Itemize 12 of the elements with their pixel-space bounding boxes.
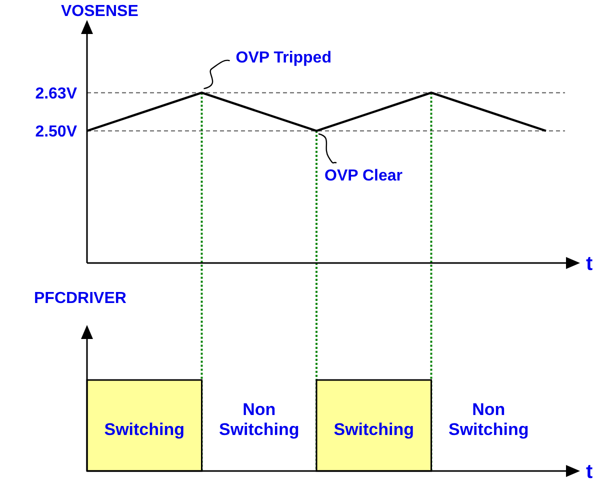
x-axis-title: t <box>586 253 593 275</box>
x-tick-label: Switching <box>334 420 414 439</box>
x-tick-label: Non Switching <box>218 400 300 439</box>
y-tick-label: 2.63V <box>35 85 78 102</box>
y-tick-label: 2.50V <box>35 123 78 140</box>
x-tick-label: Non Switching <box>448 400 529 439</box>
x-axis-title: t <box>586 461 593 480</box>
x-tick-label: Switching <box>104 420 185 439</box>
annotation: OVP Clear <box>324 167 402 184</box>
y-axis-title: PFCDRIVER <box>34 290 127 307</box>
y-axis-title: VOSENSE <box>61 3 139 20</box>
annotation: OVP Tripped <box>236 49 332 66</box>
